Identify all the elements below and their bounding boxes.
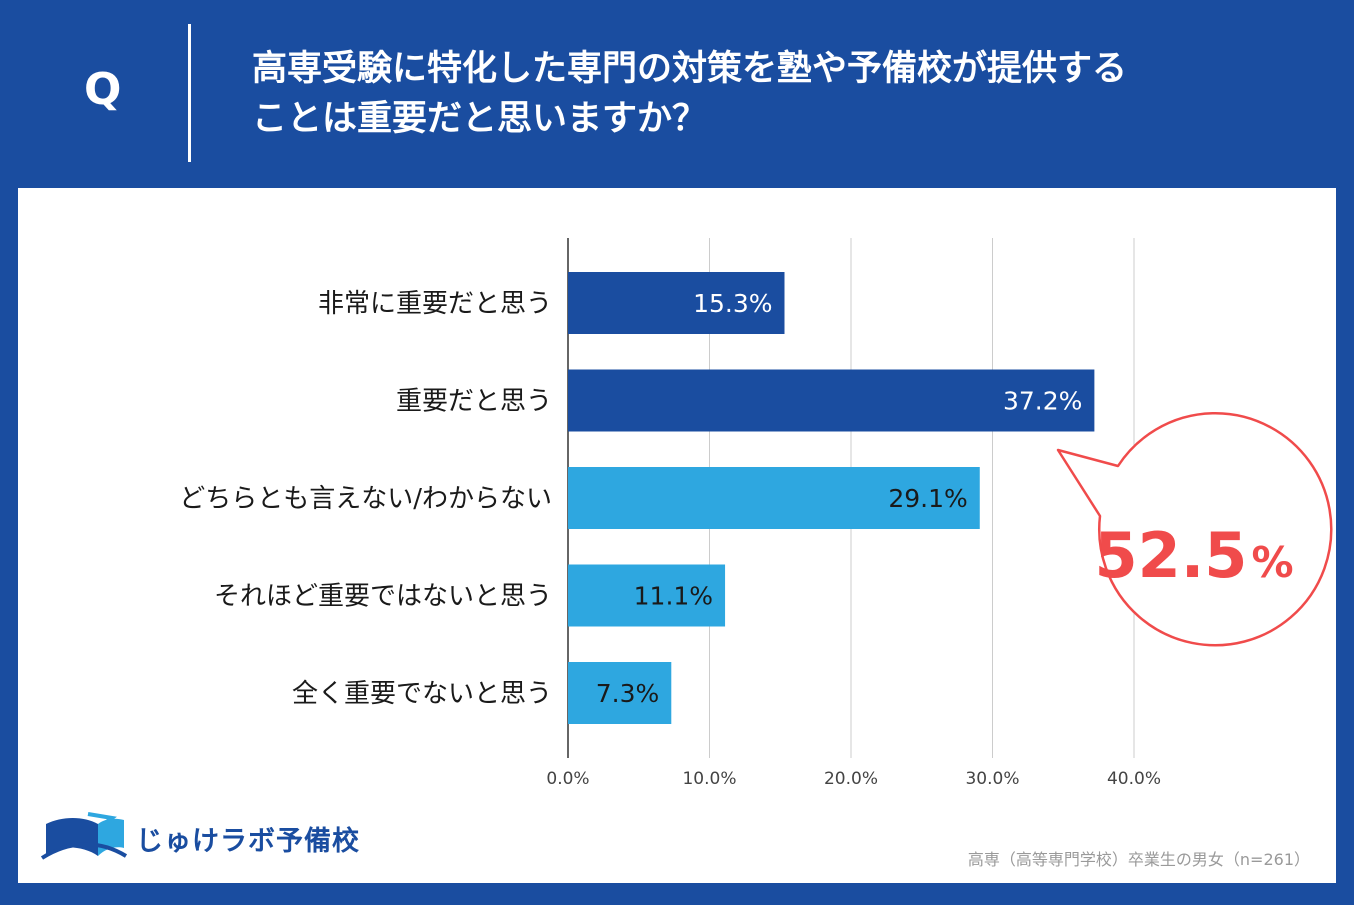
bar [568, 369, 1095, 432]
brand-logo: じゅけラボ予備校 [40, 810, 360, 866]
value-label: 15.3% [693, 289, 772, 318]
value-label: 7.3% [596, 679, 660, 708]
question-label: Q [84, 64, 122, 115]
highlight-value: 52.5% [1094, 519, 1293, 592]
chart-panel: 0.0% 10.0% 20.0% 30.0% 40.0% 非常に重要だと思う 15.3% 重要… [18, 188, 1336, 883]
bar [568, 272, 785, 334]
category-label: どちらとも言えない/わからない [179, 484, 552, 514]
category-label: 全く重要でないと思う [292, 679, 552, 709]
value-label: 11.1% [634, 582, 713, 611]
bar [568, 467, 980, 529]
book-logo-icon [40, 812, 128, 860]
value-label: 29.1% [888, 484, 967, 513]
speech-bubble [1056, 411, 1333, 647]
highlight-value-unit: % [1251, 538, 1293, 587]
question-line-2: ことは重要だと思いますか？ [252, 99, 708, 139]
x-tick-label: 30.0% [965, 769, 1019, 789]
x-tick-label: 10.0% [682, 769, 736, 789]
question-text: 高専受験に特化した専門の対策を塾や予備校が提供する ことは重要だと思いますか？ [252, 44, 1322, 144]
bar [568, 564, 726, 627]
highlight-value-number: 52.5 [1094, 519, 1247, 592]
bar [568, 662, 672, 724]
value-label: 37.2% [1003, 387, 1082, 416]
header-divider [188, 24, 191, 162]
category-label: それほど重要ではないと思う [214, 582, 552, 612]
x-tick-label: 20.0% [824, 769, 878, 789]
x-tick-label: 40.0% [1107, 769, 1161, 789]
sample-note: 高専（高等専門学校）卒業生の男女（n=261） [967, 850, 1310, 869]
category-label: 非常に重要だと思う [318, 289, 552, 319]
bar-chart: 0.0% 10.0% 20.0% 30.0% 40.0% 非常に重要だと思う 15.3% 重要… [179, 238, 1333, 789]
logo-text: じゅけラボ予備校 [136, 825, 360, 857]
category-label: 重要だと思う [396, 387, 552, 417]
x-tick-label: 0.0% [546, 769, 589, 789]
question-line-1: 高専受験に特化した専門の対策を塾や予備校が提供する [252, 49, 1128, 89]
